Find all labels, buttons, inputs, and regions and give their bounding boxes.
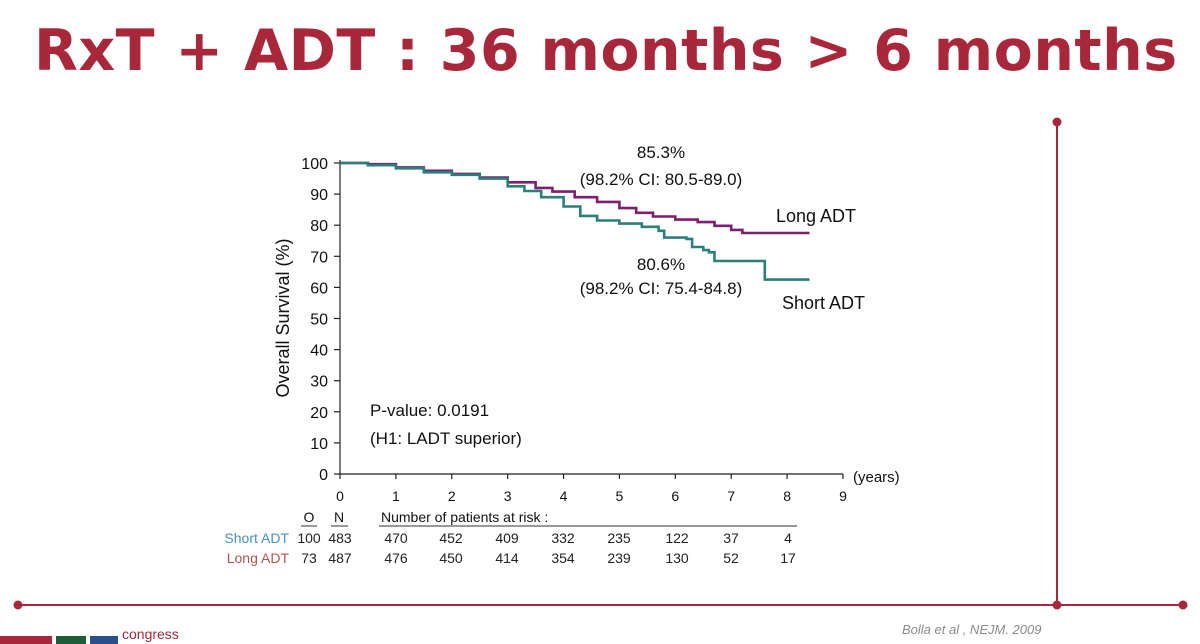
short-ci-annotation: (98.2% CI: 75.4-84.8): [580, 279, 743, 298]
risk-row-value: 52: [723, 550, 739, 566]
risk-row-total: 483: [328, 530, 352, 546]
y-tick-label: 30: [310, 374, 328, 391]
y-tick-label: 70: [310, 249, 328, 266]
congress-logo: congress: [0, 628, 240, 644]
risk-row-name: Short ADT: [224, 530, 289, 546]
long-adt-label: Long ADT: [776, 206, 856, 226]
risk-row-value: 17: [780, 550, 796, 566]
series-line-short-adt: [340, 161, 810, 281]
risk-header-o: O: [304, 509, 315, 525]
long-value-annotation: 85.3%: [637, 143, 685, 162]
y-tick-label: 10: [310, 436, 328, 453]
short-value-annotation: 80.6%: [637, 255, 685, 274]
risk-row-value: 354: [551, 550, 575, 566]
y-tick-label: 50: [310, 312, 328, 329]
risk-row-value: 476: [384, 550, 408, 566]
p-value: P-value: 0.0191: [370, 401, 489, 420]
risk-row-value: 239: [607, 550, 631, 566]
x-tick-label: 5: [616, 488, 624, 504]
y-tick-label: 20: [310, 405, 328, 422]
citation: Bolla et al , NEJM. 2009: [902, 622, 1042, 637]
logo-block-green: [56, 636, 86, 644]
long-ci-annotation: (98.2% CI: 80.5-89.0): [580, 170, 743, 189]
x-tick-label: 6: [671, 488, 679, 504]
short-adt-label: Short ADT: [782, 293, 865, 313]
y-tick-label: 90: [310, 187, 328, 204]
risk-row-value: 470: [384, 530, 408, 546]
series-line-long-adt: [340, 161, 810, 235]
risk-row-total: 487: [328, 550, 352, 566]
y-tick-label: 60: [310, 280, 328, 297]
x-tick-label: 2: [448, 488, 456, 504]
decor-dot: [13, 600, 23, 610]
x-tick-label: 7: [727, 488, 735, 504]
risk-row-value: 235: [607, 530, 631, 546]
x-tick-label: 1: [392, 488, 400, 504]
risk-row-value: 332: [551, 530, 575, 546]
y-tick-label: 0: [319, 467, 328, 484]
risk-row-name: Long ADT: [227, 550, 290, 566]
logo-block-blue: [90, 636, 118, 644]
y-tick-label: 40: [310, 343, 328, 360]
risk-row-value: 130: [665, 550, 689, 566]
x-tick-label: 4: [560, 488, 568, 504]
risk-header-n: N: [334, 509, 344, 525]
risk-row-observed: 100: [297, 530, 321, 546]
logo-text: congress: [122, 628, 179, 642]
x-tick-label: 0: [336, 488, 344, 504]
x-tick-label: 3: [504, 488, 512, 504]
risk-row-observed: 73: [301, 550, 317, 566]
decor-dot: [1052, 600, 1062, 610]
risk-row-value: 37: [723, 530, 739, 546]
y-tick-label: 100: [301, 156, 328, 173]
risk-header-label: Number of patients at risk :: [381, 509, 548, 525]
y-axis-label: Overall Survival (%): [273, 238, 293, 397]
risk-row-value: 452: [439, 530, 463, 546]
x-tick-label: 9: [839, 488, 847, 504]
decor-dot: [1178, 600, 1188, 610]
y-tick-label: 80: [310, 218, 328, 235]
x-axis-label: (years): [853, 469, 900, 486]
risk-row-value: 450: [439, 550, 463, 566]
risk-row-value: 4: [784, 530, 792, 546]
hypothesis: (H1: LADT superior): [370, 429, 522, 448]
risk-row-value: 122: [665, 530, 689, 546]
slide-title: RxT + ADT : 36 months > 6 months: [34, 18, 1178, 84]
logo-block-red: [0, 636, 52, 644]
x-tick-label: 8: [783, 488, 791, 504]
decor-dot: [1052, 117, 1062, 127]
risk-row-value: 414: [495, 550, 519, 566]
risk-row-value: 409: [495, 530, 519, 546]
